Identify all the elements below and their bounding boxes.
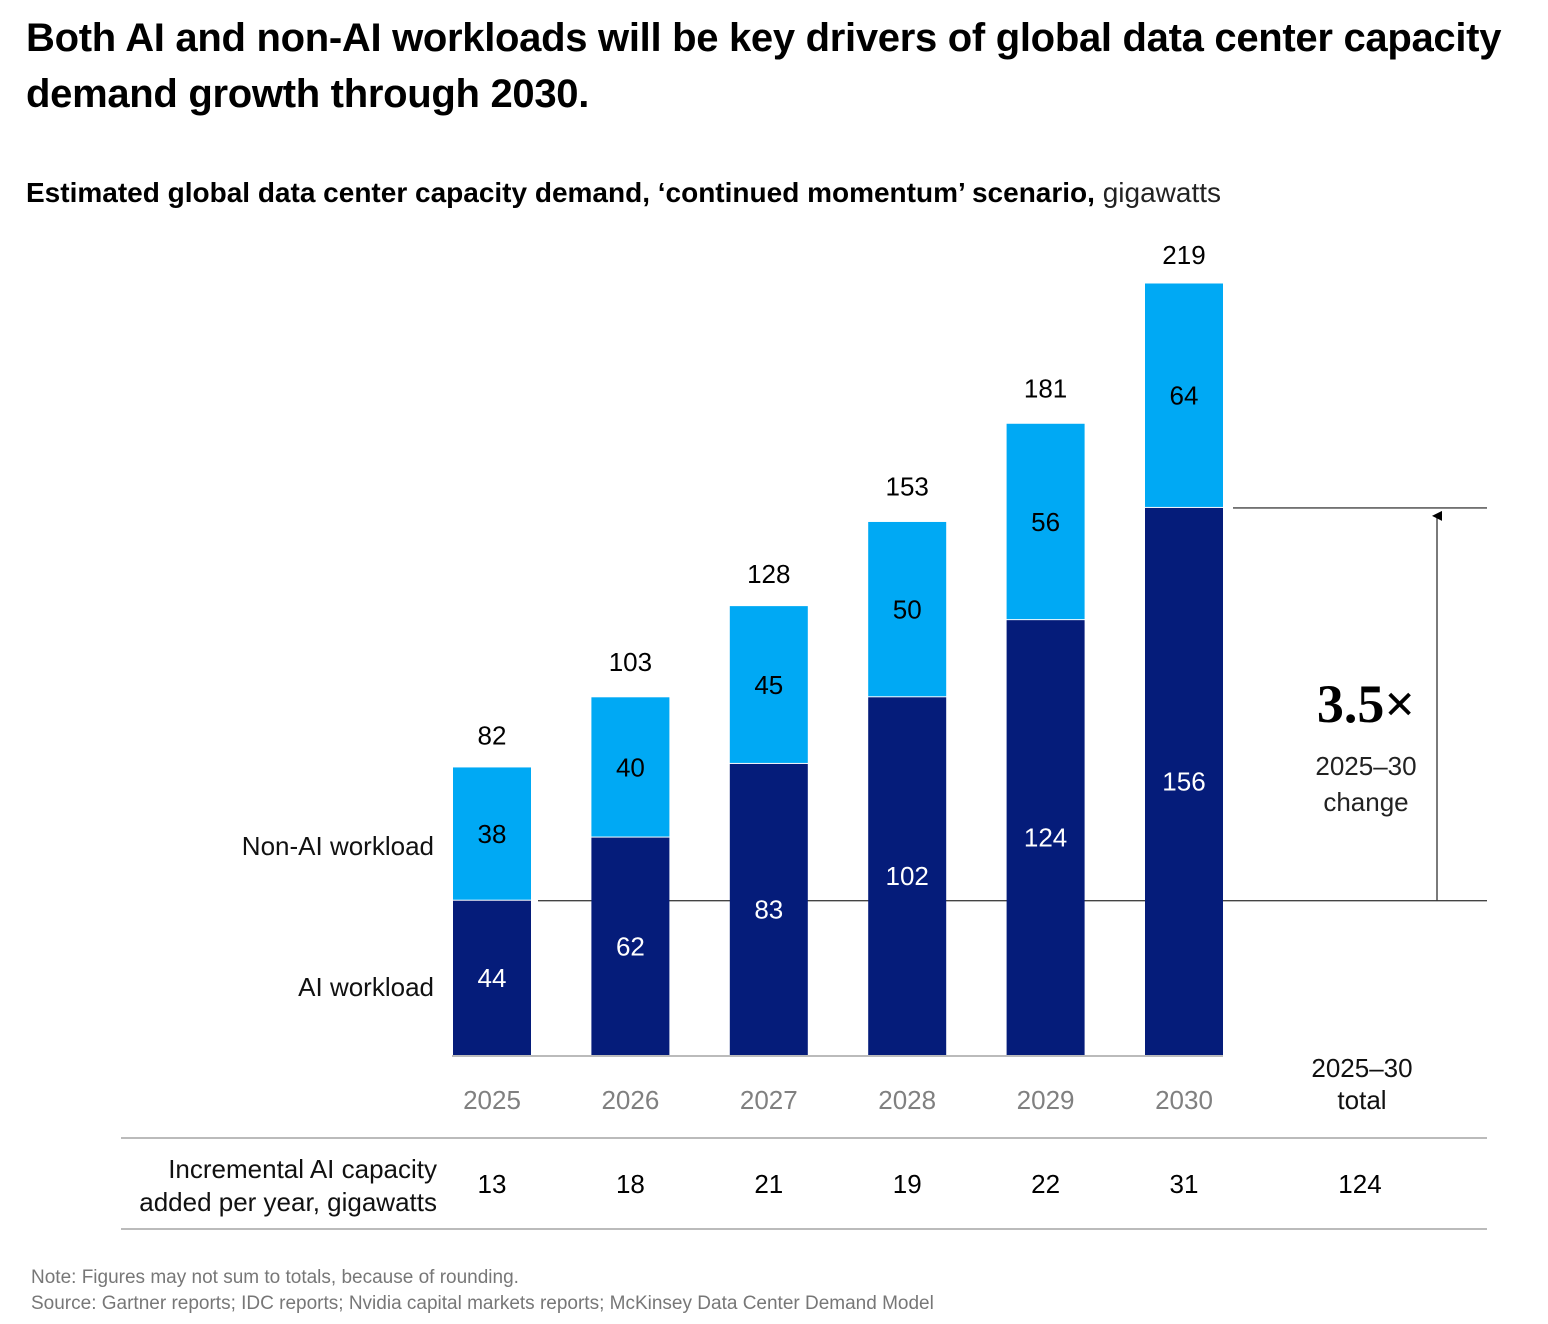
data-label-total-2025: 82 [478,720,507,750]
source-note: Source: Gartner reports; IDC reports; Nv… [31,1293,934,1314]
subtitle-unit: gigawatts [1094,177,1222,208]
table-row-label-line1: Incremental AI capacity [168,1154,437,1184]
bars-layer [121,283,1487,1230]
data-label-total-2026: 103 [609,647,652,677]
bar-non-ai-workload-2028 [868,521,947,697]
legend-label-ai: AI workload [298,972,434,1002]
bar-ai-workload-2026 [591,837,670,1055]
x-tick-label-2028: 2028 [878,1085,936,1115]
x-tick-label-2029: 2029 [1017,1085,1075,1115]
subtitle-main: Estimated global data center capacity de… [26,177,1095,208]
bar-non-ai-workload-2027 [729,606,808,763]
table-value-2026: 18 [616,1169,645,1199]
data-label-total-2027: 128 [747,559,790,589]
data-label-non-ai-2028: 50 [893,595,922,625]
table-value-2025: 13 [478,1169,507,1199]
bar-non-ai-workload-2026 [591,697,670,837]
data-label-total-2030: 219 [1162,240,1205,270]
table-value-2030: 31 [1170,1169,1199,1199]
growth-label-change: change [1323,787,1408,817]
x-tick-label-2030: 2030 [1155,1085,1213,1115]
data-label-ai-2027: 83 [754,894,783,924]
growth-label-period: 2025–30 [1315,751,1416,781]
data-label-non-ai-2029: 56 [1031,507,1060,537]
footnote: Note: Figures may not sum to totals, bec… [31,1267,519,1288]
data-label-non-ai-2027: 45 [754,670,783,700]
bar-ai-workload-2025 [453,900,531,1055]
total-header-period: 2025–30 [1311,1053,1412,1083]
data-label-non-ai-2030: 64 [1170,381,1199,411]
data-label-ai-2026: 62 [616,931,645,961]
chart-subtitle: Estimated global data center capacity de… [26,175,1221,211]
data-label-non-ai-2026: 40 [616,752,645,782]
chart-title: Both AI and non-AI workloads will be key… [26,16,1502,116]
bar-ai-workload-2030 [1145,507,1223,1055]
bar-non-ai-workload-2029 [1006,423,1085,620]
table-value-2028: 19 [893,1169,922,1199]
table-value-2027: 21 [754,1169,783,1199]
table-row-label-line2: added per year, gigawatts [139,1187,437,1217]
data-label-total-2028: 153 [886,471,929,501]
x-tick-label-2026: 2026 [601,1085,659,1115]
bar-ai-workload-2027 [729,763,808,1055]
growth-multiplier: 3.5× [1317,674,1415,734]
data-label-non-ai-2025: 38 [478,819,507,849]
legend-label-non-ai: Non-AI workload [242,831,434,861]
table-total-value: 124 [1338,1169,1381,1199]
data-label-ai-2029: 124 [1024,823,1067,853]
bar-non-ai-workload-2030 [1145,283,1223,507]
bar-ai-workload-2028 [868,697,947,1055]
data-label-ai-2030: 156 [1162,766,1205,796]
data-label-ai-2028: 102 [886,861,929,891]
labels-layer: 44 38 82 2025 13 62 40 103 2026 18 83 45 128 2027 21 10… [139,240,1416,1217]
bar-ai-workload-2029 [1006,620,1085,1055]
data-label-ai-2025: 44 [478,963,507,993]
table-value-2029: 22 [1031,1169,1060,1199]
bar-non-ai-workload-2025 [453,767,531,900]
data-label-total-2029: 181 [1024,373,1067,403]
x-tick-label-2027: 2027 [740,1085,798,1115]
x-tick-label-2025: 2025 [463,1085,521,1115]
total-header-label: total [1337,1085,1386,1115]
